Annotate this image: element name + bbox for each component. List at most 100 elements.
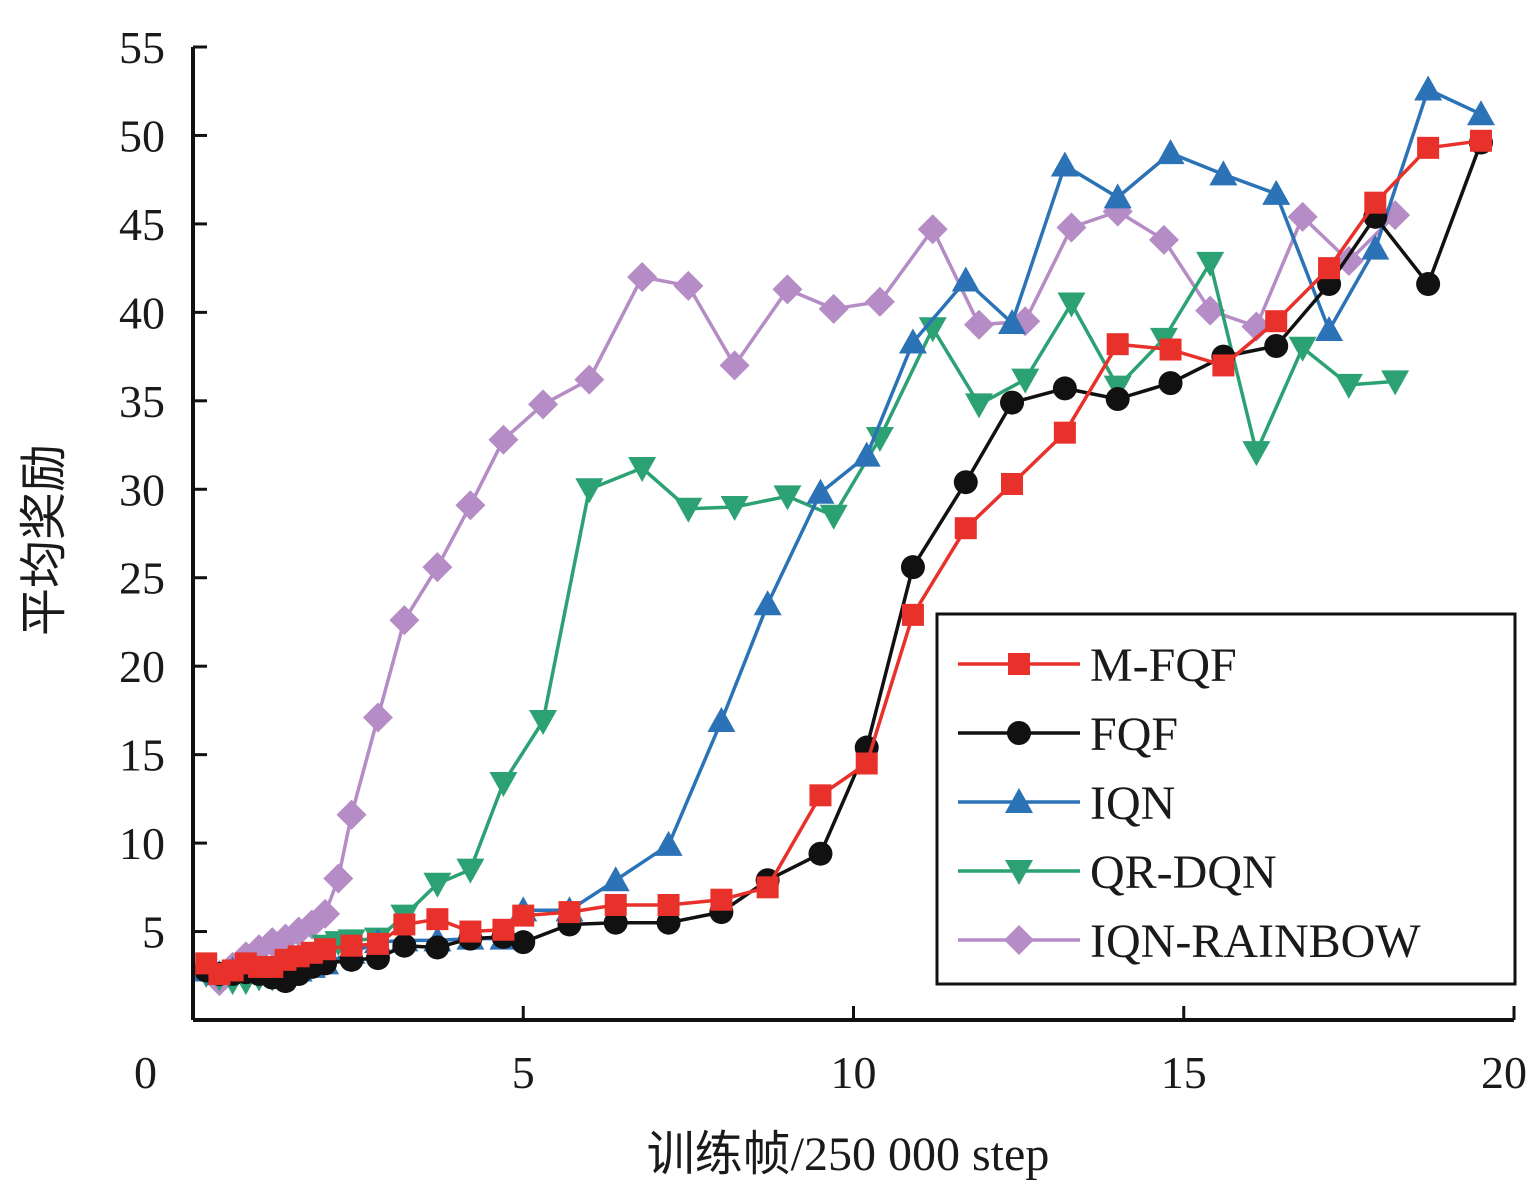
- data-point: [1052, 376, 1077, 401]
- data-point: [323, 863, 354, 894]
- series-m-fqf: [195, 129, 1492, 986]
- legend-label: IQN-RAINBOW: [1090, 915, 1421, 968]
- data-point: [900, 555, 925, 580]
- data-point: [528, 389, 559, 420]
- data-point: [336, 799, 367, 830]
- series-layer: [191, 75, 1495, 997]
- data-point: [628, 457, 657, 483]
- data-point: [425, 935, 450, 960]
- data-point: [808, 841, 833, 866]
- data-point: [1196, 251, 1225, 277]
- y-tick-label: 30: [119, 464, 165, 515]
- data-point: [574, 364, 605, 395]
- legend-item: IQN-RAINBOW: [958, 915, 1421, 968]
- legend-item: QR-DQN: [958, 846, 1277, 899]
- x-axis-title: 训练帧/250 000 step: [647, 1128, 1050, 1181]
- y-tick-label: 35: [119, 376, 165, 427]
- data-point: [1001, 472, 1024, 495]
- data-point: [459, 920, 482, 943]
- data-point: [604, 894, 627, 917]
- legend-swatch-marker: [1005, 860, 1033, 885]
- data-point: [753, 590, 782, 616]
- legend-swatch-marker: [1007, 721, 1031, 745]
- data-point: [488, 424, 519, 455]
- legend-item: M-FQF: [958, 639, 1237, 692]
- data-point: [657, 894, 680, 917]
- data-point: [392, 933, 417, 958]
- data-point: [918, 317, 947, 343]
- data-point: [818, 293, 849, 324]
- data-point: [1011, 368, 1040, 394]
- data-point: [1242, 441, 1271, 467]
- data-point: [455, 490, 486, 521]
- data-point: [1318, 257, 1341, 280]
- data-point: [710, 888, 733, 911]
- y-tick-label: 40: [119, 287, 165, 338]
- data-point: [423, 872, 452, 898]
- y-axis-ticks: 5 10 15 20 25 30 35 40 45 50 55: [119, 22, 207, 958]
- legend-swatch-marker: [1008, 653, 1030, 675]
- y-tick-label: 45: [119, 199, 165, 250]
- y-tick-label: 25: [119, 553, 165, 604]
- y-tick-label: 10: [119, 818, 165, 869]
- data-point: [772, 274, 803, 305]
- data-point: [951, 266, 980, 292]
- data-point: [855, 752, 878, 775]
- data-point: [1264, 333, 1289, 358]
- data-point: [1156, 139, 1185, 165]
- data-point: [964, 393, 993, 419]
- y-axis-title: 平均奖励: [18, 444, 71, 636]
- data-point: [1000, 390, 1025, 415]
- data-point: [917, 214, 948, 245]
- data-point: [719, 350, 750, 381]
- data-point: [603, 910, 628, 935]
- legend-label: IQN: [1090, 777, 1175, 830]
- data-point: [773, 485, 802, 511]
- data-point: [575, 478, 604, 504]
- data-point: [1057, 292, 1086, 318]
- data-point: [998, 308, 1027, 334]
- data-point: [1050, 151, 1079, 177]
- x-tick-label: 0: [134, 1047, 157, 1098]
- data-point: [1262, 179, 1291, 205]
- data-point: [511, 930, 536, 955]
- data-point: [707, 707, 736, 733]
- data-point: [558, 901, 581, 924]
- data-point: [1103, 183, 1132, 209]
- x-tick-label: 20: [1481, 1047, 1527, 1098]
- legend-swatch-marker: [1005, 788, 1033, 813]
- x-axis-ticks: 0 5 10 15 20: [134, 1006, 1527, 1098]
- data-point: [627, 261, 658, 292]
- data-point: [720, 495, 749, 521]
- data-point: [529, 710, 558, 736]
- data-point: [426, 908, 449, 931]
- data-point: [1315, 316, 1344, 342]
- data-point: [314, 938, 337, 961]
- x-tick-label: 15: [1161, 1047, 1207, 1098]
- data-point: [1469, 129, 1492, 152]
- data-point: [673, 270, 704, 301]
- data-point: [1466, 100, 1495, 126]
- data-point: [654, 830, 683, 856]
- data-point: [1105, 387, 1130, 412]
- x-tick-label: 5: [512, 1047, 535, 1098]
- y-tick-label: 50: [119, 110, 165, 161]
- data-point: [492, 918, 515, 941]
- data-point: [1265, 310, 1288, 333]
- data-point: [954, 517, 977, 540]
- data-point: [366, 932, 389, 955]
- data-point: [953, 470, 978, 495]
- legend-label: M-FQF: [1090, 639, 1237, 692]
- data-point: [901, 603, 924, 626]
- y-tick-label: 55: [119, 22, 165, 73]
- y-tick-label: 15: [119, 730, 165, 781]
- data-point: [1364, 191, 1387, 214]
- data-point: [601, 866, 630, 892]
- data-point: [422, 552, 453, 583]
- data-point: [1414, 75, 1443, 101]
- data-point: [865, 426, 894, 452]
- legend-item: IQN: [958, 777, 1175, 830]
- data-point: [756, 876, 779, 899]
- y-tick-label: 5: [142, 907, 165, 958]
